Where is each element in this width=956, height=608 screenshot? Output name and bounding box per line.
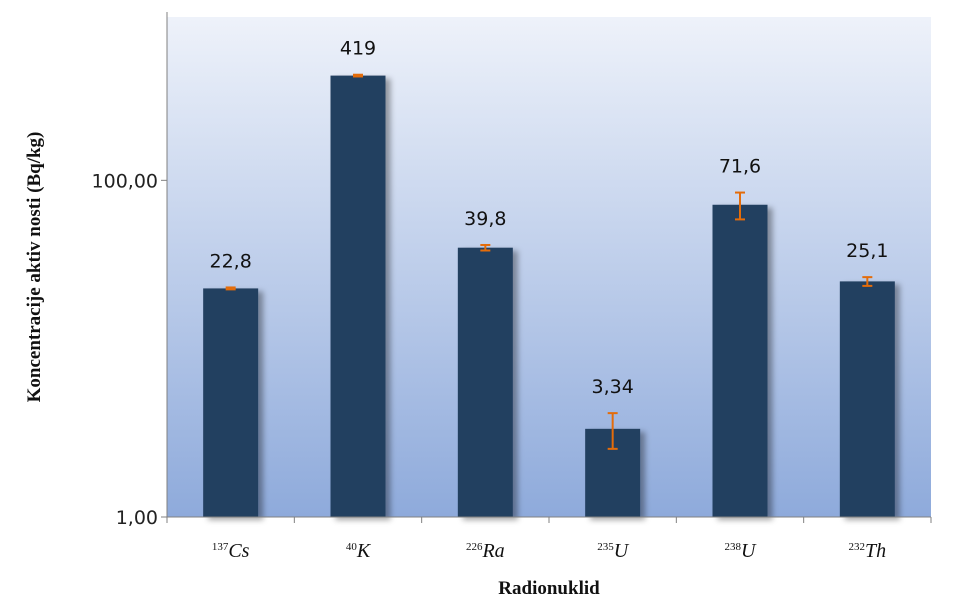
x-tick-label: 235U xyxy=(597,540,630,562)
error-bar xyxy=(862,276,873,287)
x-axis-title: Radionuklid xyxy=(498,578,600,599)
data-label: 22,8 xyxy=(210,250,252,272)
bar xyxy=(839,281,895,517)
data-label: 3,34 xyxy=(592,376,634,398)
x-tick-label: 40K xyxy=(346,540,372,562)
bar xyxy=(330,75,386,518)
error-bar xyxy=(607,412,618,450)
x-tick-label: 238U xyxy=(725,540,758,562)
y-tick-label: 100,00 xyxy=(92,170,158,192)
error-bar xyxy=(225,286,236,291)
y-axis-title: Koncentracije aktiv nosti (Bq/kg) xyxy=(24,132,45,403)
x-tick-label: 232Th xyxy=(849,540,887,562)
plot-area xyxy=(167,17,931,517)
bar xyxy=(203,288,259,517)
error-bar xyxy=(480,243,491,252)
bar xyxy=(712,204,768,518)
data-label: 25,1 xyxy=(846,240,888,262)
x-tick-label: 137Cs xyxy=(212,540,250,562)
error-bar xyxy=(353,73,363,78)
data-label: 71,6 xyxy=(719,156,761,178)
bar xyxy=(457,247,513,518)
data-label: 39,8 xyxy=(464,208,506,230)
error-bar xyxy=(735,191,745,221)
x-tick-label: 226Ra xyxy=(466,540,505,562)
data-label: 419 xyxy=(340,38,376,60)
y-tick-label: 1,00 xyxy=(116,507,158,529)
